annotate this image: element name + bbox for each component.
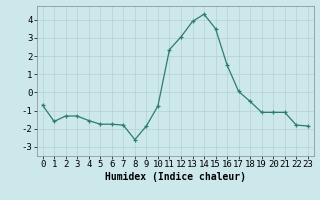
X-axis label: Humidex (Indice chaleur): Humidex (Indice chaleur) (105, 172, 246, 182)
